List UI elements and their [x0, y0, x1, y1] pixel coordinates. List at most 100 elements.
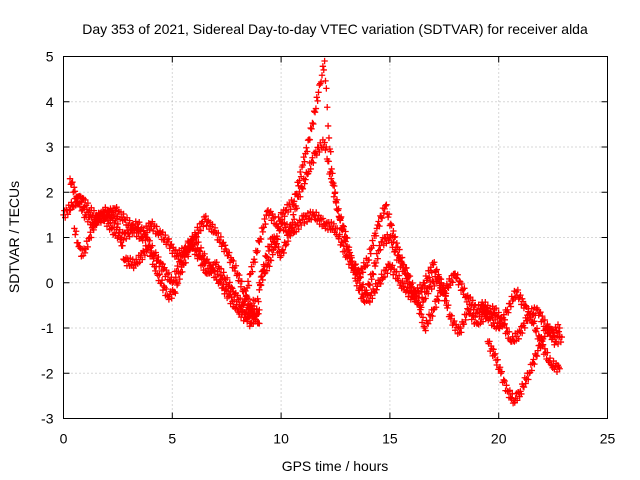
data-point-marker [384, 231, 391, 238]
data-point-marker [113, 203, 120, 211]
data-point-marker [273, 232, 281, 240]
data-point-marker [366, 281, 374, 289]
data-point-marker [376, 222, 383, 230]
data-point-marker [496, 364, 504, 371]
data-point-marker [327, 168, 334, 176]
data-point-marker [136, 218, 143, 226]
y-tick-label: 4 [46, 94, 54, 110]
data-point [238, 306, 246, 314]
data-point-marker [515, 335, 522, 343]
data-point-marker [130, 264, 137, 272]
data-point-marker [286, 223, 293, 231]
data-point [478, 302, 485, 309]
data-point-marker [163, 285, 170, 293]
data-point-marker [254, 247, 261, 255]
data-point-marker [364, 261, 371, 269]
data-point-marker [533, 325, 541, 332]
data-point-marker [533, 304, 541, 312]
data-point-marker [337, 217, 344, 224]
y-tick-label: 5 [46, 49, 54, 65]
data-point-marker [248, 302, 255, 309]
data-point [334, 207, 341, 214]
data-point-marker [541, 316, 549, 324]
data-point-marker [255, 298, 262, 305]
data-point-marker [533, 352, 541, 360]
data-point-marker [530, 356, 537, 363]
data-point-marker [333, 225, 341, 232]
data-point-marker [110, 211, 117, 218]
data-point-marker [451, 270, 458, 277]
data-point-marker [202, 212, 209, 220]
data-point-marker [236, 271, 243, 279]
data-point-marker [184, 249, 191, 256]
data-point-marker [329, 182, 337, 189]
data-point-marker [380, 209, 388, 217]
data-point-marker [119, 242, 126, 249]
data-point-marker [332, 198, 340, 205]
data-point-marker [288, 196, 295, 204]
data-point-marker [297, 221, 305, 229]
data-point-marker [132, 256, 140, 263]
data-point-marker [317, 78, 325, 86]
data-point-marker [555, 363, 562, 371]
data-point-marker [374, 255, 381, 262]
data-point-marker [64, 211, 72, 218]
data-point-marker [501, 320, 508, 328]
data-point-marker [371, 262, 379, 270]
data-point-marker [365, 256, 373, 264]
data-point-marker [546, 354, 554, 362]
data-point-marker [102, 204, 109, 211]
series-track [238, 57, 450, 314]
data-point-marker [486, 338, 493, 345]
data-point-marker [554, 321, 562, 328]
data-point-marker [372, 259, 380, 267]
data-point-marker [126, 233, 133, 240]
data-point-marker [263, 267, 271, 274]
data-point-marker [287, 232, 294, 240]
data-point-marker [395, 272, 403, 279]
data-point-marker [378, 271, 385, 278]
data-point-marker [152, 267, 159, 275]
data-point-marker [275, 213, 282, 221]
data-point-marker [259, 276, 266, 284]
data-point-marker [383, 201, 390, 208]
data-point-marker [310, 159, 317, 167]
data-point-marker [213, 259, 220, 266]
data-point-marker [205, 259, 213, 266]
data-point-marker [479, 318, 487, 325]
data-point-marker [310, 120, 317, 128]
data-point-marker [505, 328, 513, 336]
data-point-marker [372, 232, 380, 240]
data-point-marker [385, 210, 393, 218]
data-point-marker [555, 334, 563, 341]
data-point-marker [550, 332, 557, 339]
data-point-marker [178, 263, 185, 271]
data-point-marker [87, 229, 94, 236]
data-point-marker [344, 234, 351, 242]
data-point-marker [339, 222, 347, 230]
data-point-marker [336, 231, 343, 238]
data-point-marker [265, 212, 273, 219]
data-point-marker [301, 158, 308, 165]
data-point-marker [408, 283, 415, 290]
data-point-marker [387, 220, 394, 228]
data-point-marker [553, 368, 561, 376]
data-point-marker [247, 306, 254, 314]
data-point-marker [232, 262, 240, 269]
data-point-marker [454, 330, 461, 337]
data-point-marker [340, 223, 347, 230]
data-point-marker [307, 124, 314, 132]
data-point-marker [72, 228, 80, 235]
data-point-marker [298, 163, 306, 171]
data-point-marker [419, 314, 427, 321]
data-point-marker [432, 267, 440, 275]
data-point-marker [469, 297, 476, 304]
data-point-marker [340, 242, 348, 250]
data-point-marker [165, 296, 173, 303]
data-point-marker [536, 333, 543, 341]
x-tick-label: 0 [60, 431, 68, 447]
data-point-marker [90, 207, 98, 214]
data-point-marker [159, 260, 166, 268]
data-point [327, 175, 335, 182]
data-point-marker [522, 380, 529, 387]
